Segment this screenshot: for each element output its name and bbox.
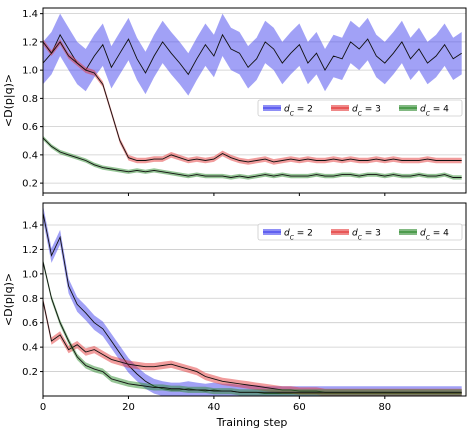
plot-area <box>43 13 462 180</box>
y-tick-label: 0.6 <box>22 318 38 329</box>
y-axis-label: <D(p|q)> <box>2 74 15 127</box>
x-tick-label: 60 <box>293 402 306 413</box>
legend-label: dC = 3 <box>352 105 381 118</box>
x-tick-label: 80 <box>378 402 391 413</box>
y-tick-label: 0.4 <box>22 150 38 161</box>
y-tick-label: 0.8 <box>22 294 38 305</box>
x-tick-label: 20 <box>122 402 135 413</box>
y-tick-label: 0.6 <box>22 122 38 133</box>
legend-label: dC = 2 <box>284 229 313 242</box>
series-band-2 <box>43 135 462 180</box>
legend-item: dC = 2 <box>263 229 313 242</box>
y-tick-label: 0.4 <box>22 343 38 354</box>
legend-item: dC = 3 <box>331 229 381 242</box>
legend-item: dC = 4 <box>399 105 449 118</box>
legend-item: dC = 3 <box>331 105 381 118</box>
y-tick-label: 1.0 <box>22 66 38 77</box>
y-tick-label: 1.4 <box>22 9 38 20</box>
plot-area <box>43 205 462 396</box>
legend-label: dC = 3 <box>352 229 381 242</box>
series-line-1 <box>43 41 462 163</box>
series-band-0 <box>43 13 462 96</box>
y-tick-label: 1.0 <box>22 269 38 280</box>
y-axis-label: <D(p|q)> <box>2 273 15 326</box>
legend-label: dC = 2 <box>284 105 313 118</box>
series-band-1 <box>43 297 462 396</box>
bottom-panel: 0.2 0.4 0.6 0.8 1.0 1.2 1.4 0 20 40 60 80 <D(p|q)> dC… <box>2 202 467 413</box>
legend-box <box>257 99 463 117</box>
y-tick-label: 0.2 <box>22 367 38 378</box>
legend-item: dC = 2 <box>263 105 313 118</box>
x-axis-label: Training step <box>216 416 288 429</box>
x-tick-label: 0 <box>40 402 46 413</box>
legend: dC = 2 dC = 3 dC = 4 <box>257 223 463 242</box>
x-tick-label: 40 <box>208 402 221 413</box>
y-tick-label: 1.2 <box>22 37 38 48</box>
legend: dC = 2 dC = 3 dC = 4 <box>257 99 463 118</box>
legend-item: dC = 4 <box>399 229 449 242</box>
legend-label: dC = 4 <box>420 229 449 242</box>
series-line-2 <box>43 137 462 178</box>
top-panel: 0.20.40.60.81.01.21.4<D(p|q)> dC = 2 dC = … <box>2 7 467 196</box>
plot-frame <box>42 202 467 397</box>
series-line-1 <box>43 300 462 393</box>
legend-label: dC = 4 <box>420 105 449 118</box>
y-tick-label: 1.2 <box>22 245 38 256</box>
series-line-2 <box>43 261 462 393</box>
y-tick-label: 0.2 <box>22 179 38 190</box>
series-line-0 <box>43 33 462 76</box>
plot-frame <box>42 7 467 194</box>
y-tick-label: 0.8 <box>22 94 38 105</box>
legend-box <box>257 223 463 241</box>
y-tick-label: 1.4 <box>22 220 38 231</box>
